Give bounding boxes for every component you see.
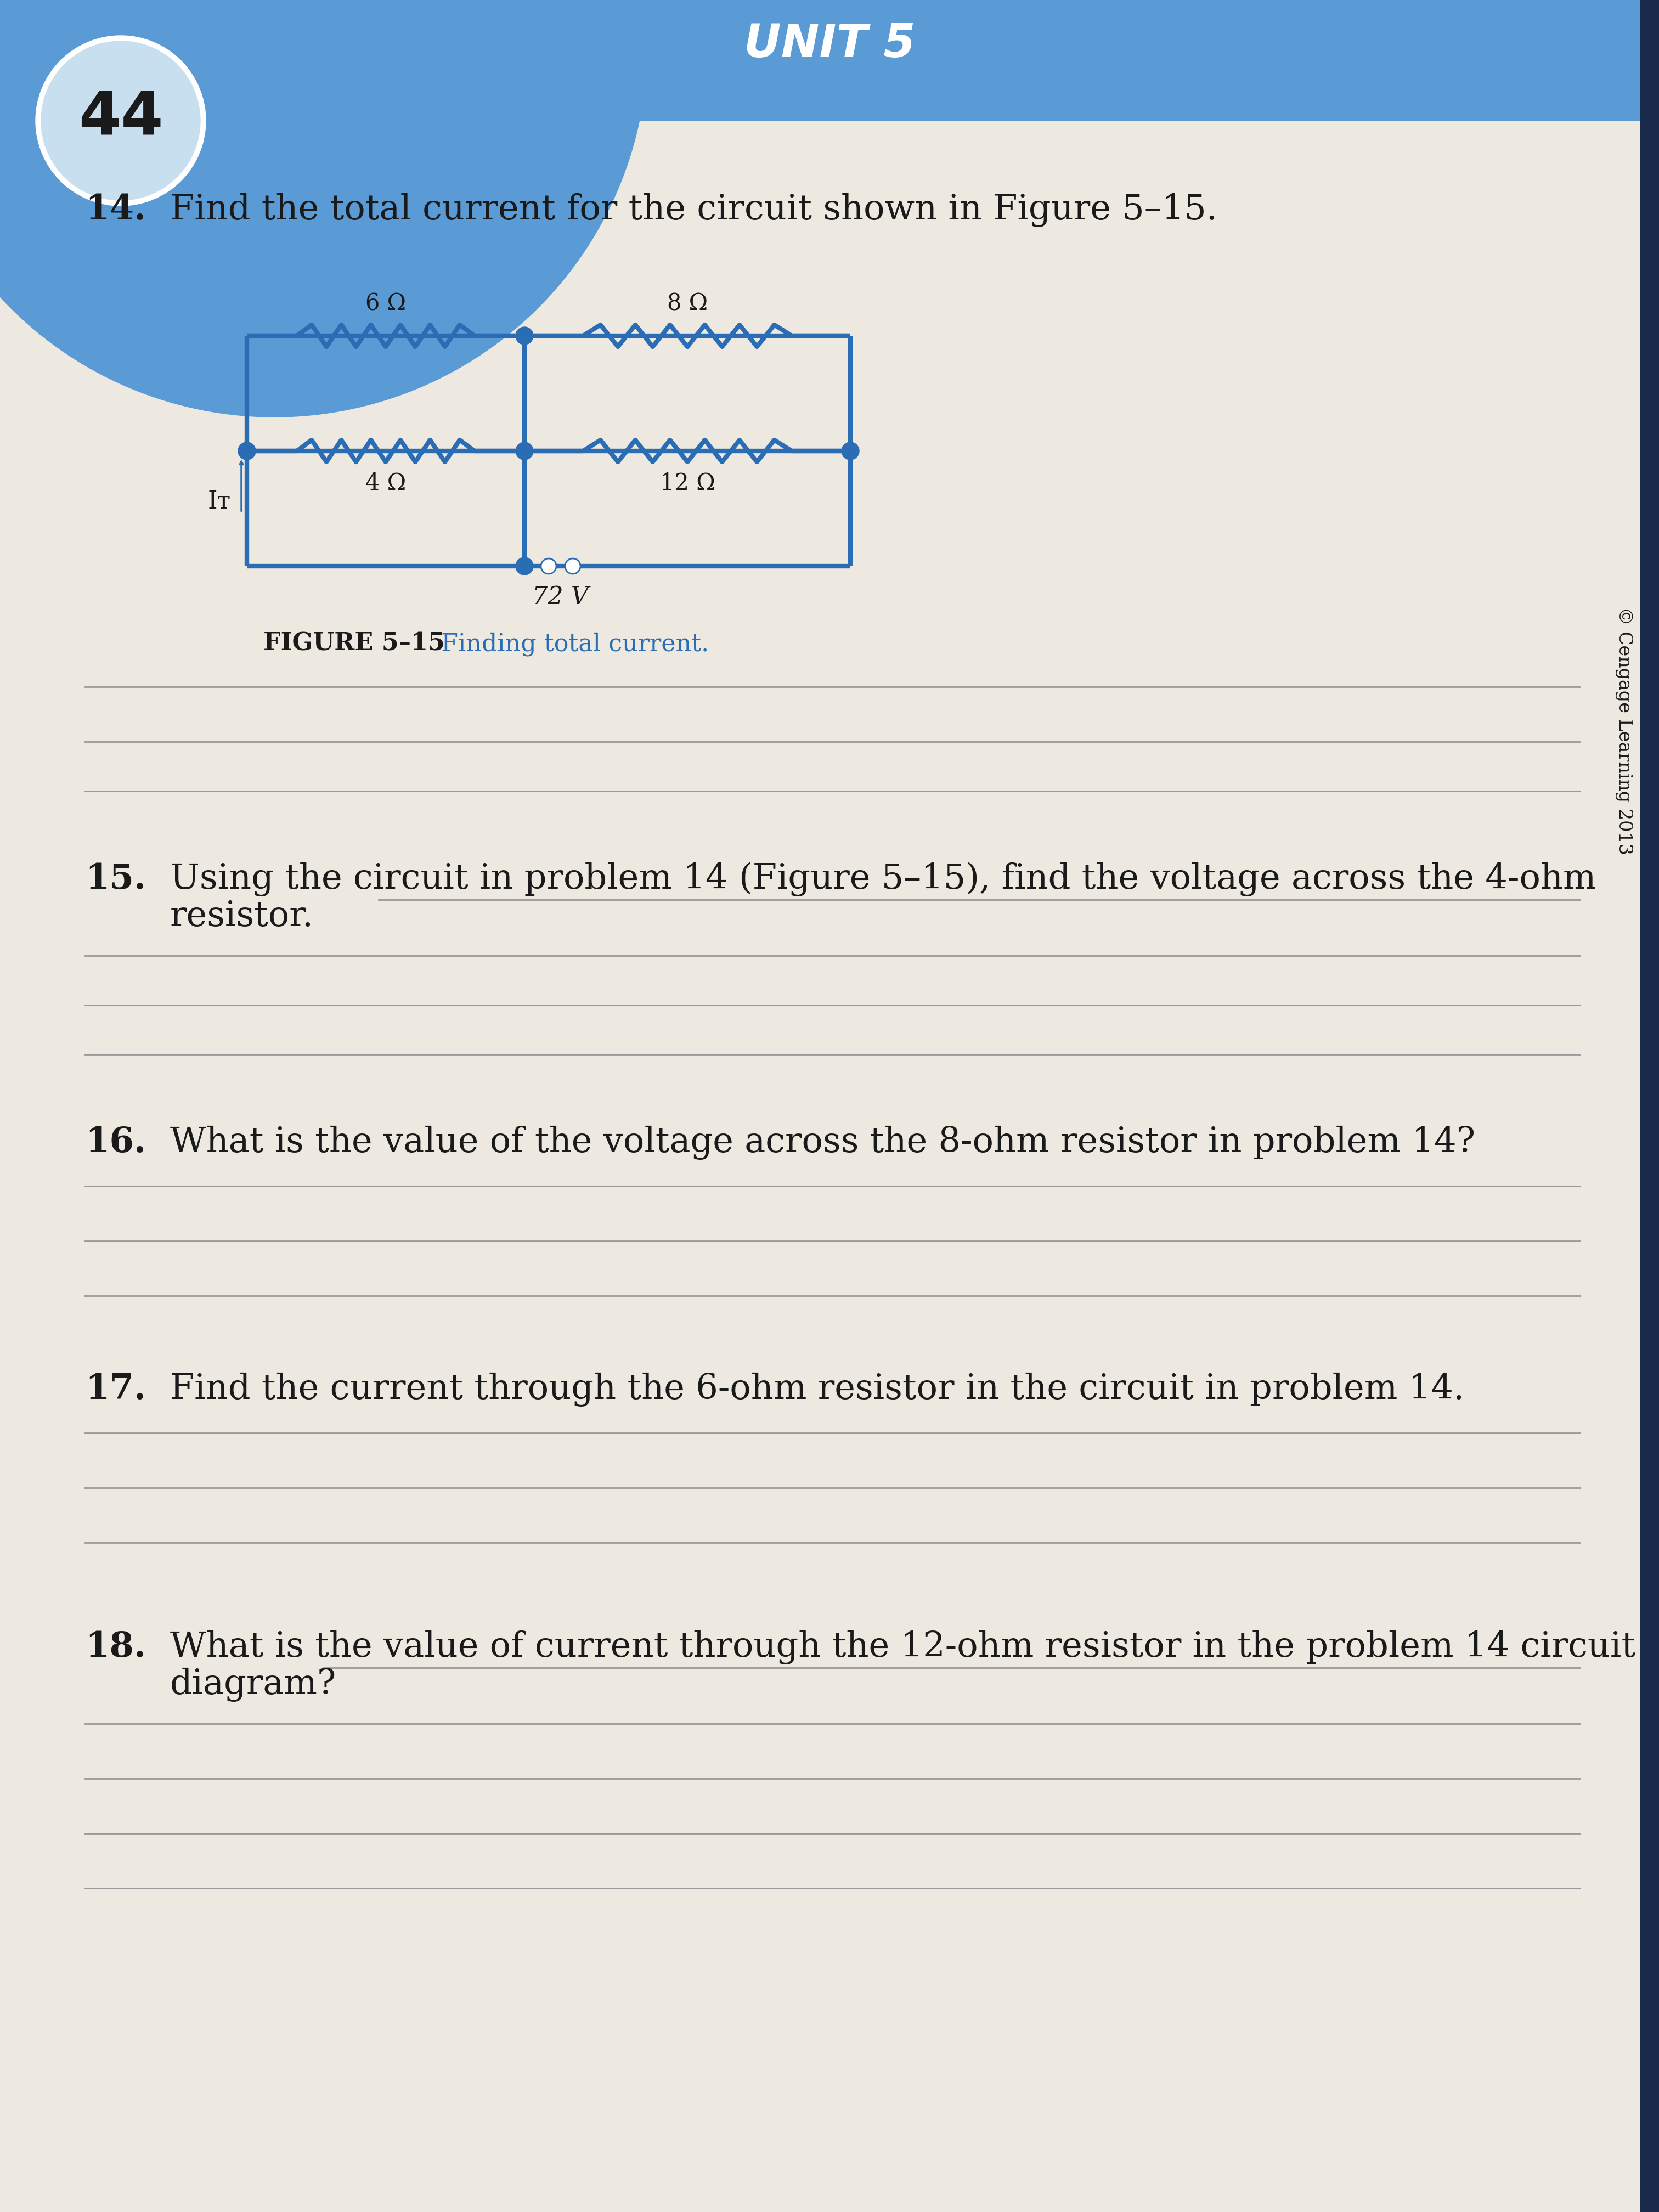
Text: 16.: 16. (85, 1126, 146, 1159)
Text: Using the circuit in problem 14 (Figure 5–15), find the voltage across the 4-ohm: Using the circuit in problem 14 (Figure … (171, 863, 1596, 896)
Circle shape (0, 0, 647, 416)
Text: FIGURE 5–15: FIGURE 5–15 (264, 633, 445, 655)
Circle shape (516, 442, 533, 460)
Circle shape (841, 442, 859, 460)
Circle shape (35, 35, 206, 206)
Text: 17.: 17. (85, 1374, 146, 1407)
Circle shape (41, 42, 201, 201)
Text: 4 Ω: 4 Ω (365, 471, 406, 495)
Text: Find the total current for the circuit shown in Figure 5–15.: Find the total current for the circuit s… (171, 192, 1218, 228)
Text: 15.: 15. (85, 863, 146, 896)
Circle shape (516, 327, 533, 345)
Text: © Cengage Learning 2013: © Cengage Learning 2013 (1616, 606, 1632, 854)
Circle shape (239, 442, 255, 460)
Circle shape (516, 557, 533, 575)
Text: 44: 44 (78, 88, 163, 148)
Bar (0, 0, 1659, 122)
Text: 8 Ω: 8 Ω (667, 292, 708, 314)
Text: What is the value of the voltage across the 8-ohm resistor in problem 14?: What is the value of the voltage across … (171, 1126, 1475, 1159)
Text: Iᴛ: Iᴛ (207, 489, 231, 513)
Text: resistor.: resistor. (171, 900, 314, 933)
Text: UNIT 5: UNIT 5 (743, 22, 916, 66)
Bar (1641, 0, 1659, 2212)
Circle shape (541, 557, 556, 573)
Text: Find the current through the 6-ohm resistor in the circuit in problem 14.: Find the current through the 6-ohm resis… (171, 1374, 1465, 1407)
Text: diagram?: diagram? (171, 1668, 337, 1701)
Circle shape (566, 557, 581, 573)
Text: What is the value of current through the 12-ohm resistor in the problem 14 circu: What is the value of current through the… (171, 1630, 1636, 1663)
Text: 72 V: 72 V (533, 586, 589, 608)
Text: 14.: 14. (85, 192, 146, 226)
Text: Finding total current.: Finding total current. (433, 633, 708, 657)
Text: 18.: 18. (85, 1630, 146, 1663)
Text: 12 Ω: 12 Ω (660, 471, 715, 495)
Text: 6 Ω: 6 Ω (365, 292, 406, 314)
